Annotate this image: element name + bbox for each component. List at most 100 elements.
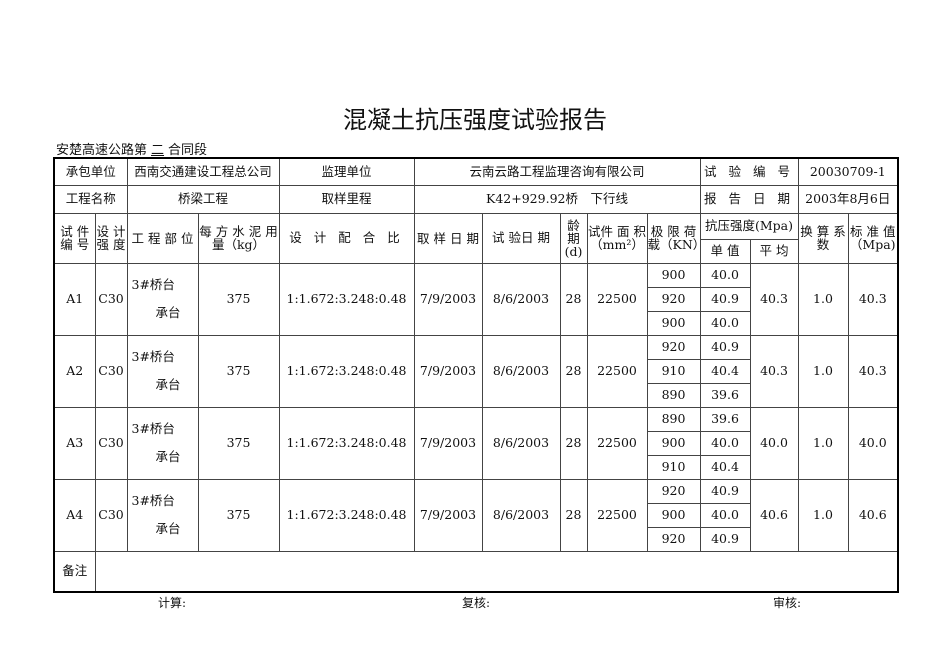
conversion-factor: 1.0	[797, 334, 849, 408]
test-date: 8/6/2003	[481, 406, 561, 480]
contractor-label: 承包单位	[53, 157, 128, 186]
single-strength: 40.4	[699, 358, 751, 384]
contractor-value: 西南交通建设工程总公司	[126, 157, 280, 186]
sample-date: 7/9/2003	[413, 478, 483, 552]
mileage-label: 取样里程	[278, 184, 415, 214]
mix-ratio: 1:1.672:3.248:0.48	[278, 406, 415, 480]
single-strength: 40.4	[699, 454, 751, 480]
sample-date: 7/9/2003	[413, 262, 483, 336]
average-strength: 40.0	[749, 406, 799, 480]
table-row: A4 C30 3#桥台 承台 375 1:1.672:3.248:0.48 7/9/2003…	[53, 478, 899, 552]
ultimate-load: 900	[646, 310, 701, 336]
single-strength: 39.6	[699, 406, 751, 432]
sample-date: 7/9/2003	[413, 334, 483, 408]
single-strength: 40.9	[699, 478, 751, 504]
header-load: 极 限 荷 载（KN）	[646, 212, 701, 264]
header-area: 试件 面 积（mm²）	[586, 212, 648, 264]
average-strength: 40.6	[749, 478, 799, 552]
header-avg: 平 均	[749, 238, 799, 264]
part-line1: 3#桥台	[131, 493, 175, 508]
ultimate-load: 920	[646, 478, 701, 504]
header-design-strength: 设 计 强 度	[94, 212, 128, 264]
header-std: 标 准 值 （Mpa)	[847, 212, 899, 264]
specimen-area: 22500	[586, 262, 648, 336]
ultimate-load: 920	[646, 286, 701, 312]
sample-date: 7/9/2003	[413, 406, 483, 480]
header-test-date: 试 验日 期	[481, 212, 561, 264]
supervisor-label: 监理单位	[278, 157, 415, 186]
ultimate-load: 890	[646, 382, 701, 408]
header-specimen-no: 试 件 编 号	[53, 212, 96, 264]
design-grade: C30	[94, 406, 128, 480]
report-date-label: 报 告 日 期	[699, 184, 799, 214]
footer-calc: 计算:	[158, 596, 187, 610]
header-strength: 抗压强度(Mpa)	[699, 212, 799, 240]
age-days: 28	[559, 406, 588, 480]
mix-ratio: 1:1.672:3.248:0.48	[278, 334, 415, 408]
header-cement: 每 方 水 泥 用 量（kg）	[197, 212, 280, 264]
single-strength: 40.0	[699, 310, 751, 336]
supervisor-value: 云南云路工程监理咨询有限公司	[413, 157, 701, 186]
specimen-area: 22500	[586, 406, 648, 480]
remarks-label: 备注	[53, 550, 96, 593]
age-days: 28	[559, 478, 588, 552]
average-strength: 40.3	[749, 334, 799, 408]
single-strength: 40.0	[699, 262, 751, 288]
subtitle-prefix: 安楚高速公路第	[56, 143, 148, 158]
cement-amount: 375	[197, 262, 280, 336]
header-factor: 换 算 系 数	[797, 212, 849, 264]
project-label: 工程名称	[53, 184, 128, 214]
conversion-factor: 1.0	[797, 262, 849, 336]
ultimate-load: 900	[646, 262, 701, 288]
design-grade: C30	[94, 334, 128, 408]
mileage-value: K42+929.92桥 下行线	[413, 184, 701, 214]
table-subrow: 910 40.4	[54, 358, 898, 384]
average-strength: 40.3	[749, 262, 799, 336]
part-line2: 承台	[155, 305, 181, 320]
table-row: A1 C30 3#桥台 承台 375 1:1.672:3.248:0.48 7/9/2003…	[53, 262, 899, 336]
report-date-value: 2003年8月6日	[797, 184, 899, 214]
part-line1: 3#桥台	[131, 277, 175, 292]
footer-review: 复核:	[462, 596, 491, 610]
part-line2: 承台	[155, 521, 181, 536]
part-cell: 3#桥台承台	[126, 334, 199, 408]
header-age: 龄 期 (d)	[559, 212, 588, 264]
subtitle-section: 二	[151, 143, 165, 158]
table-subrow: 920 40.9	[54, 526, 898, 552]
standard-value: 40.3	[847, 262, 899, 336]
ultimate-load: 910	[646, 454, 701, 480]
age-days: 28	[559, 262, 588, 336]
conversion-factor: 1.0	[797, 478, 849, 552]
specimen-area: 22500	[586, 334, 648, 408]
part-line2: 承台	[155, 449, 181, 464]
part-line2: 承台	[155, 377, 181, 392]
specimen-id: A4	[53, 478, 96, 552]
table-row: A2 C30 3#桥台 承台 375 1:1.672:3.248:0.48 7/9/2003…	[53, 334, 899, 408]
specimen-id: A1	[53, 262, 96, 336]
standard-value: 40.6	[847, 478, 899, 552]
report-table: 承包单位 西南交通建设工程总公司 监理单位 云南云路工程监理咨询有限公司 试 验…	[53, 157, 899, 593]
ultimate-load: 910	[646, 358, 701, 384]
design-grade: C30	[94, 478, 128, 552]
test-no-label: 试 验 编 号	[699, 157, 799, 186]
table-subrow: 900 40.0	[54, 310, 898, 336]
test-no-value: 20030709-1	[797, 157, 899, 186]
specimen-area: 22500	[586, 478, 648, 552]
specimen-id: A3	[53, 406, 96, 480]
table-subrow: 920 40.9	[54, 286, 898, 312]
single-strength: 40.0	[699, 502, 751, 528]
table-subrow: 900 40.0	[54, 502, 898, 528]
ultimate-load: 920	[646, 526, 701, 552]
table-subrow: 900 40.0	[54, 430, 898, 456]
cement-amount: 375	[197, 478, 280, 552]
ultimate-load: 900	[646, 502, 701, 528]
test-date: 8/6/2003	[481, 334, 561, 408]
test-date: 8/6/2003	[481, 478, 561, 552]
project-value: 桥梁工程	[126, 184, 280, 214]
single-strength: 39.6	[699, 382, 751, 408]
specimen-id: A2	[53, 334, 96, 408]
subtitle-suffix: 合同段	[168, 143, 208, 158]
header-sample-date: 取 样 日 期	[413, 212, 483, 264]
part-line1: 3#桥台	[131, 349, 175, 364]
single-strength: 40.9	[699, 526, 751, 552]
